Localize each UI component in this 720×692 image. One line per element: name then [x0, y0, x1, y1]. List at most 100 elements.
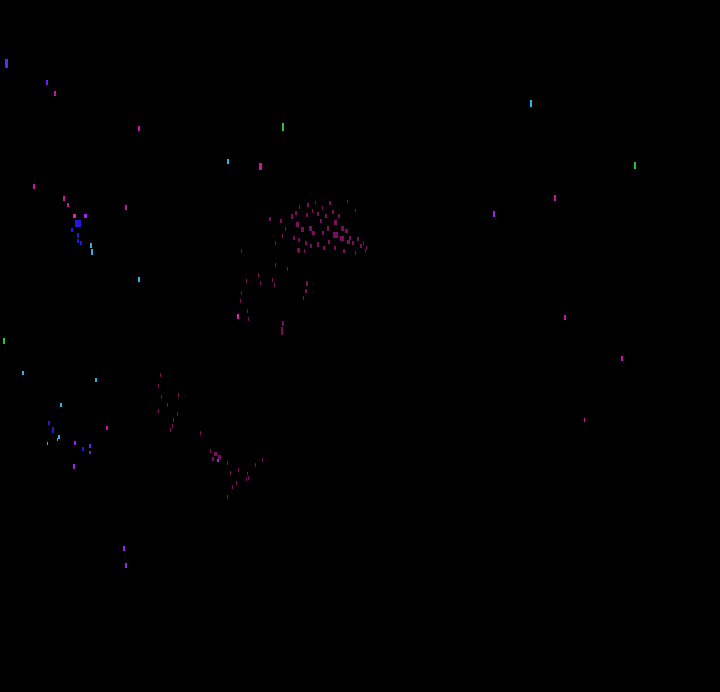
particle-dark-magenta — [230, 471, 231, 475]
particle-dark-magenta — [334, 246, 336, 250]
particle-cyan — [227, 159, 229, 164]
particle-dark-magenta — [248, 476, 249, 480]
particle-magenta — [621, 356, 623, 361]
particle-dark-magenta — [297, 248, 298, 252]
particle-dark-magenta — [158, 409, 159, 413]
particle-dark-magenta — [305, 241, 307, 245]
particle-blue — [75, 220, 81, 227]
particle-cyan — [22, 371, 24, 375]
particle-purple — [217, 459, 219, 462]
particle-dark-magenta — [160, 373, 161, 377]
particle-dark-magenta — [327, 226, 329, 231]
particle-purple — [125, 563, 127, 568]
particle-dark-magenta — [282, 321, 284, 326]
particle-dark-magenta — [355, 209, 356, 212]
particle-dark-magenta — [247, 472, 248, 475]
particle-dark-magenta — [305, 289, 307, 293]
particle-magenta — [106, 426, 108, 430]
particle-cyan — [47, 442, 48, 445]
particle-magenta — [33, 184, 35, 189]
particle-dark-magenta — [214, 452, 217, 456]
particle-dark-magenta — [365, 249, 366, 253]
particle-violet — [89, 444, 91, 448]
particle-blue — [48, 421, 50, 425]
particle-green — [282, 123, 284, 131]
particle-cyan — [530, 100, 532, 107]
particle-dark-magenta — [218, 455, 221, 459]
particle-dark-magenta — [275, 263, 276, 267]
particle-blue — [80, 241, 82, 245]
particle-violet — [5, 59, 8, 68]
particle-purple — [74, 441, 76, 445]
particle-dark-magenta — [240, 299, 241, 303]
particle-dark-magenta — [298, 238, 300, 242]
particle-dark-magenta — [241, 291, 242, 295]
particle-dark-magenta — [322, 206, 323, 210]
particle-dark-magenta — [167, 403, 168, 407]
particle-blue — [52, 427, 54, 433]
particle-dark-magenta — [232, 485, 233, 489]
particle-dark-magenta — [334, 220, 337, 225]
particle-dark-magenta — [275, 241, 276, 245]
particle-dark-magenta — [355, 251, 356, 255]
particle-dark-magenta — [343, 249, 345, 253]
particle-dark-magenta — [236, 481, 237, 485]
particle-dark-magenta — [158, 384, 159, 388]
particle-dark-magenta — [347, 240, 350, 244]
particle-dark-magenta — [366, 246, 367, 250]
particle-dark-magenta — [317, 212, 319, 216]
particle-purple — [123, 546, 125, 551]
particle-dark-magenta — [212, 457, 214, 461]
particle-dark-magenta — [272, 278, 273, 282]
particle-magenta — [63, 196, 65, 201]
particle-dark-magenta — [293, 236, 295, 240]
particle-cyan — [60, 403, 62, 407]
particle-cyan — [91, 249, 93, 255]
particle-dark-magenta — [328, 240, 330, 244]
particle-cyan — [95, 378, 97, 382]
particle-dark-magenta — [347, 200, 348, 203]
particle-blue — [77, 233, 79, 238]
particle-cyan — [90, 243, 92, 248]
particle-dark-magenta — [298, 248, 300, 253]
particle-dark-magenta — [315, 201, 316, 204]
particle-dark-magenta — [238, 468, 239, 472]
particle-dark-magenta — [357, 237, 359, 241]
particle-purple — [73, 464, 75, 469]
particle-dark-magenta — [173, 418, 174, 422]
particle-dark-magenta — [280, 219, 282, 223]
particle-dark-magenta — [304, 249, 305, 253]
particle-dark-magenta — [310, 244, 312, 248]
particle-dark-magenta — [349, 236, 351, 240]
particle-magenta — [564, 315, 566, 320]
particle-dark-magenta — [301, 227, 304, 232]
particle-dark-magenta — [170, 428, 171, 432]
particle-dark-magenta — [295, 211, 297, 215]
particle-blue — [82, 447, 84, 451]
particle-dark-magenta — [258, 273, 259, 277]
particle-dark-magenta — [246, 478, 247, 481]
particle-dark-magenta — [307, 203, 309, 207]
particle-green — [3, 338, 5, 344]
particle-pink — [73, 214, 76, 218]
particle-pink — [237, 314, 239, 319]
particle-dark-magenta — [303, 296, 304, 300]
particle-cyan — [58, 435, 60, 439]
particle-purple — [84, 214, 87, 218]
particle-dark-magenta — [177, 412, 178, 416]
particle-dark-magenta — [296, 222, 299, 227]
particle-dark-magenta — [341, 226, 344, 231]
particle-dark-magenta — [178, 393, 179, 397]
particle-dark-magenta — [352, 241, 354, 245]
particle-dark-magenta — [291, 214, 293, 219]
particle-dark-magenta — [248, 317, 249, 321]
particle-dark-magenta — [312, 231, 315, 235]
particle-dark-magenta — [306, 213, 308, 217]
particle-purple — [493, 211, 495, 217]
particle-magenta — [584, 418, 585, 422]
particle-dark-magenta — [317, 242, 319, 247]
particle-dark-magenta — [306, 281, 308, 286]
particle-dark-magenta — [246, 279, 247, 283]
particle-dark-magenta — [323, 246, 325, 250]
